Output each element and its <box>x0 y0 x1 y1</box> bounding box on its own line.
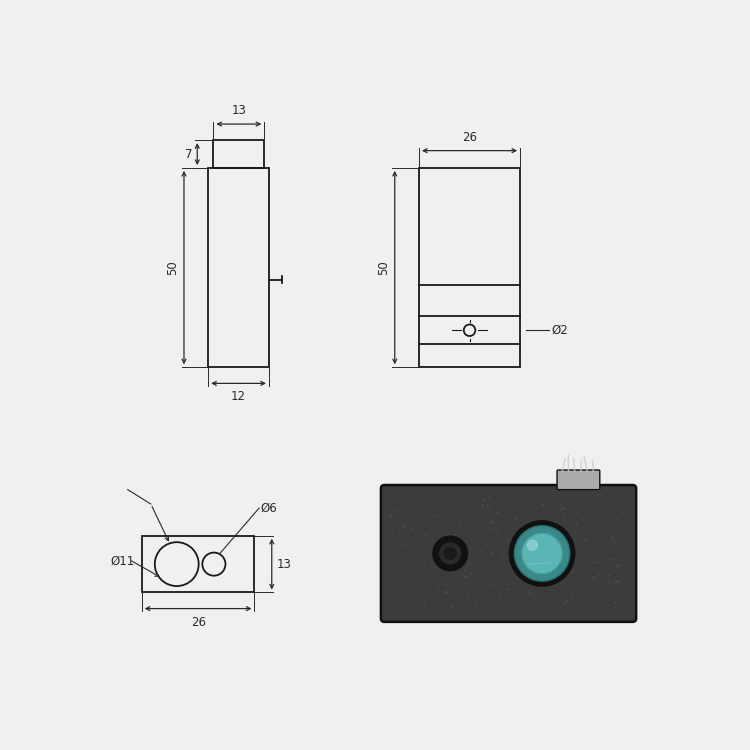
Text: Ø11: Ø11 <box>110 555 134 568</box>
Text: Ø6: Ø6 <box>260 502 277 515</box>
Circle shape <box>433 536 467 571</box>
Text: 50: 50 <box>377 260 390 275</box>
Text: 26: 26 <box>462 130 477 144</box>
Text: 26: 26 <box>190 616 206 628</box>
FancyBboxPatch shape <box>557 470 600 490</box>
Text: 13: 13 <box>232 104 246 117</box>
Text: 12: 12 <box>231 390 246 404</box>
Text: 7: 7 <box>185 148 193 160</box>
Circle shape <box>510 521 574 586</box>
Bar <box>214 140 264 168</box>
Text: 50: 50 <box>166 260 179 275</box>
Circle shape <box>514 526 570 581</box>
Circle shape <box>445 548 456 560</box>
Bar <box>419 168 520 368</box>
Bar <box>142 536 254 592</box>
FancyBboxPatch shape <box>381 485 636 622</box>
Bar <box>209 168 268 368</box>
Text: 13: 13 <box>277 558 291 571</box>
Circle shape <box>527 540 537 550</box>
Circle shape <box>440 543 460 564</box>
Text: Ø2: Ø2 <box>552 324 568 337</box>
Circle shape <box>522 533 562 574</box>
